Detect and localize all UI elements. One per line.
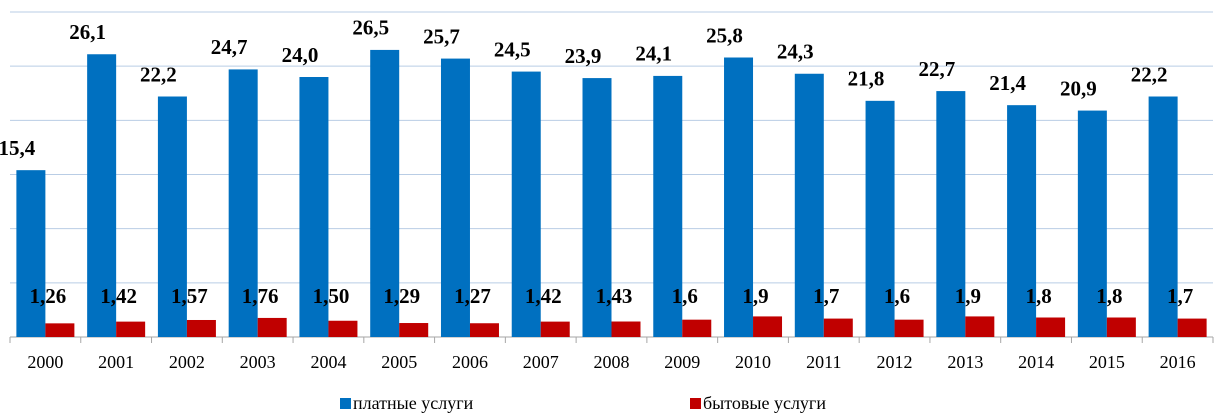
bar [1036,317,1066,337]
x-tick-label: 2011 [806,352,841,372]
data-label: 1,42 [525,284,562,308]
legend-swatch [690,398,701,409]
x-tick-label: 2005 [381,352,417,372]
bar [682,319,712,337]
x-tick-label: 2014 [1018,352,1054,372]
bar [45,323,75,337]
legend-label: платные услуги [353,393,474,413]
x-tick-label: 2000 [27,352,63,372]
data-label: 1,50 [313,284,350,308]
data-label: 25,7 [423,24,460,48]
x-tick-label: 2008 [594,352,630,372]
bar [328,320,358,337]
x-tick-label: 2016 [1160,352,1196,372]
data-label: 1,7 [1167,284,1193,308]
bar [157,96,187,337]
bar [753,316,783,337]
data-label: 1,9 [742,284,768,308]
x-tick-label: 2012 [877,352,913,372]
x-tick-label: 2003 [240,352,276,372]
bar [865,100,895,337]
data-label: 22,7 [918,57,955,81]
data-label: 24,7 [211,35,248,59]
data-label: 22,2 [140,62,177,86]
bar [116,321,146,337]
bar [936,91,966,337]
data-label: 1,9 [955,284,981,308]
data-label: 1,8 [1096,284,1122,308]
data-label: 24,5 [494,37,531,61]
data-label: 1,29 [383,284,420,308]
bar [370,49,400,338]
data-label: 1,6 [672,284,698,308]
data-label: 1,42 [100,284,137,308]
data-label: 1,26 [30,284,67,308]
data-label: 26,1 [69,20,106,44]
bar [1148,96,1178,337]
data-label: 24,0 [282,43,319,67]
data-label: 1,7 [813,284,839,308]
data-label: 21,4 [989,71,1026,95]
x-tick-label: 2009 [664,352,700,372]
bar [653,75,683,338]
bar [399,323,429,337]
data-label: 1,76 [242,284,279,308]
x-tick-label: 2013 [947,352,983,372]
bar [794,73,824,337]
data-label: 24,3 [777,40,814,64]
bar [87,54,117,337]
data-label: 1,43 [596,284,633,308]
bar [1106,317,1136,337]
x-tick-label: 2001 [98,352,134,372]
bar [724,57,754,337]
x-tick-label: 2007 [523,352,559,372]
x-tick-label: 2004 [310,352,346,372]
data-label: 1,6 [884,284,910,308]
bar [582,78,612,337]
data-label: 1,8 [1025,284,1051,308]
legend-swatch [340,398,351,409]
data-label: 1,57 [171,284,208,308]
bar [611,321,641,337]
x-tick-label: 2002 [169,352,205,372]
data-label: 22,2 [1131,62,1168,86]
bar [299,77,329,337]
data-label: 20,9 [1060,76,1097,100]
data-label: 23,9 [565,44,602,68]
x-tick-label: 2015 [1089,352,1125,372]
x-tick-label: 2010 [735,352,771,372]
bar [228,69,258,338]
data-label: 15,4 [0,136,36,160]
bar [965,316,995,337]
bar [511,71,541,337]
bar [186,319,216,337]
data-label: 24,1 [635,42,672,66]
data-label: 25,8 [706,23,743,47]
bar [1007,105,1037,338]
bar [440,58,470,337]
bar [16,170,46,337]
bar [1077,110,1107,337]
bar [469,323,499,337]
data-label: 21,8 [848,67,885,91]
bar [540,321,570,337]
bar [257,317,287,337]
bar [894,319,924,337]
x-tick-label: 2006 [452,352,488,372]
data-label: 26,5 [352,16,389,40]
bar [823,318,853,337]
legend-label: бытовые услуги [703,393,826,413]
data-label: 1,27 [454,284,491,308]
bar [1177,318,1207,337]
